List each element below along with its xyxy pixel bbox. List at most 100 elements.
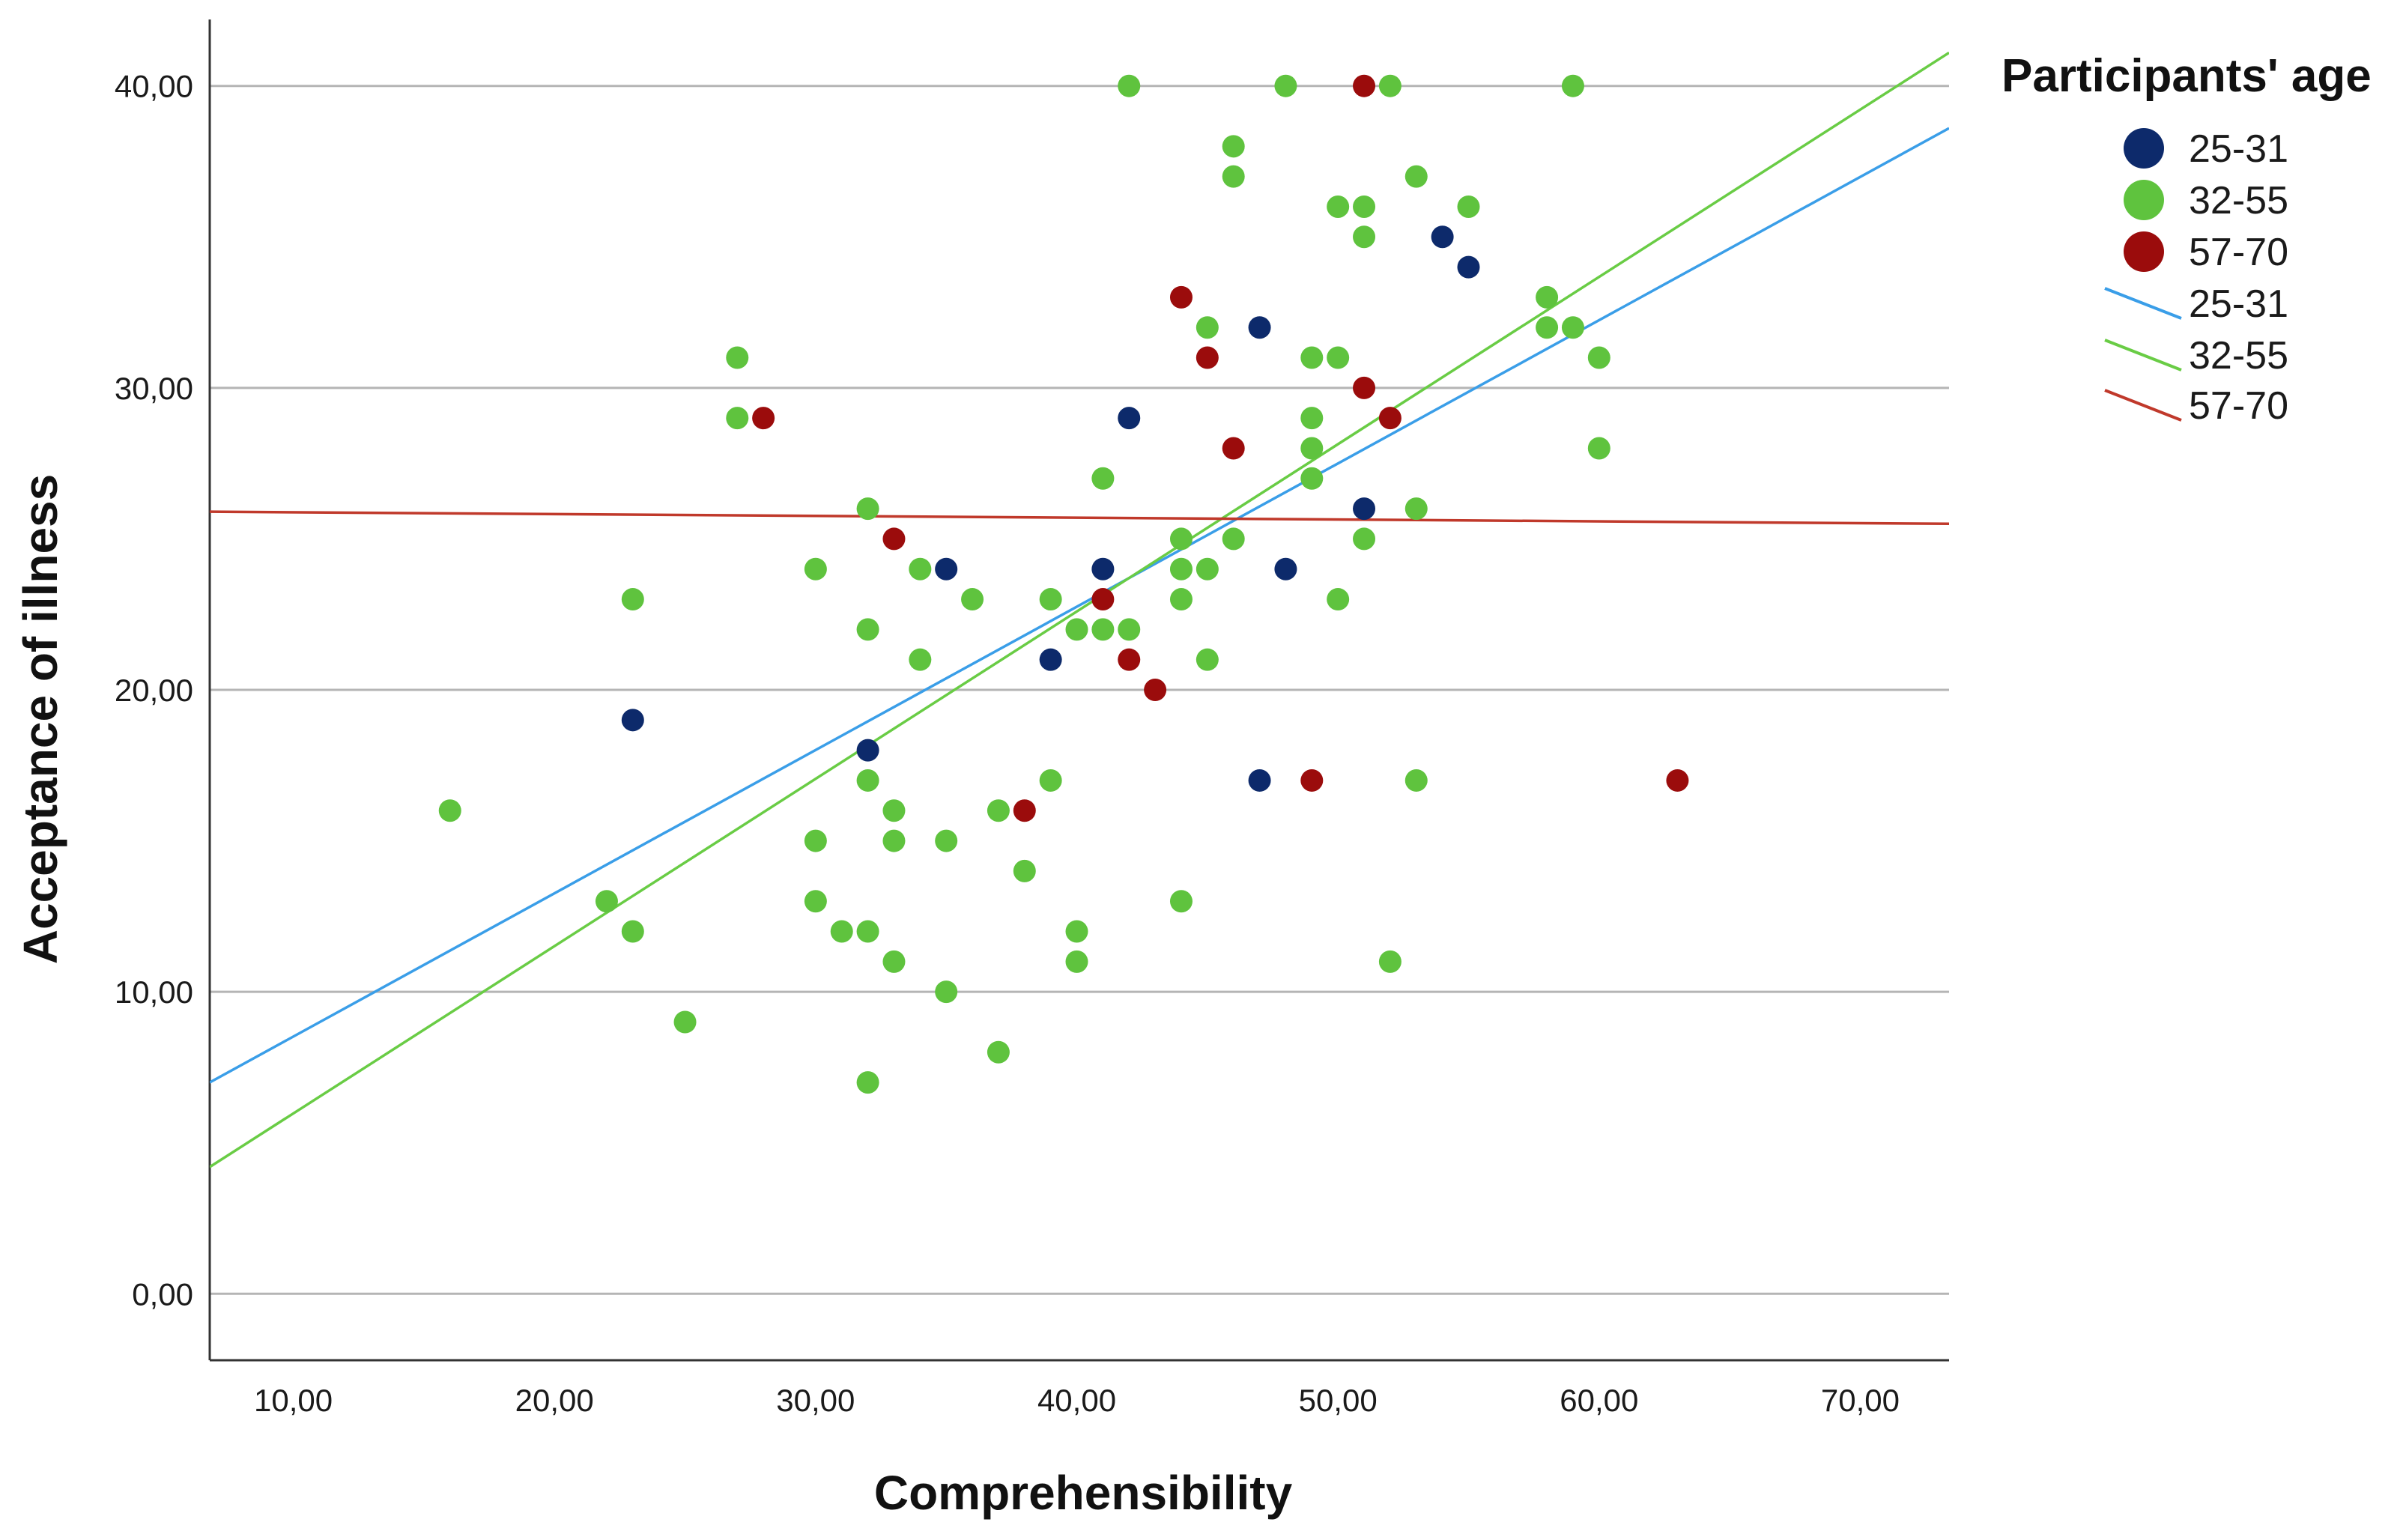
data-point-32-55 (1065, 920, 1088, 943)
data-point-32-55 (1353, 195, 1376, 218)
data-point-32-55 (1561, 316, 1584, 339)
data-point-32-55 (1091, 618, 1115, 641)
data-point-32-55 (804, 829, 827, 852)
data-point-32-55 (1065, 618, 1088, 641)
data-point-25-31 (1091, 557, 1115, 580)
data-point-32-55 (909, 557, 932, 580)
x-axis-title: Comprehensibility (874, 1466, 1293, 1520)
data-point-32-55 (726, 346, 749, 369)
data-point-32-55 (1561, 74, 1584, 97)
legend-label-marker-25-31: 25-31 (2189, 127, 2288, 171)
data-point-32-55 (830, 920, 853, 943)
legend-line-25-31 (2104, 287, 2182, 320)
data-point-57-70 (1222, 437, 1245, 460)
data-point-32-55 (987, 1040, 1010, 1064)
data-point-32-55 (1300, 437, 1324, 460)
data-point-25-31 (1248, 316, 1271, 339)
data-point-32-55 (1327, 195, 1350, 218)
x-tick-label: 40,00 (1037, 1383, 1116, 1418)
data-point-32-55 (1169, 588, 1193, 611)
data-point-32-55 (882, 799, 906, 822)
data-point-25-31 (621, 709, 644, 732)
data-point-32-55 (1404, 497, 1428, 521)
data-point-25-31 (1431, 225, 1454, 249)
x-tick-label: 30,00 (776, 1383, 855, 1418)
x-tick-label: 70,00 (1821, 1383, 1900, 1418)
data-point-32-55 (1378, 74, 1402, 97)
legend-line-32-55 (2104, 339, 2182, 372)
legend-label-line-32-55: 32-55 (2189, 334, 2288, 378)
data-point-32-55 (1222, 527, 1245, 551)
data-point-32-55 (1169, 527, 1193, 551)
data-point-25-31 (1118, 407, 1141, 430)
data-point-32-55 (621, 920, 644, 943)
data-point-32-55 (856, 920, 879, 943)
data-point-32-55 (595, 890, 618, 913)
legend-label-marker-32-55: 32-55 (2189, 179, 2288, 222)
legend-label-line-25-31: 25-31 (2189, 282, 2288, 326)
data-point-32-55 (882, 950, 906, 973)
data-points (438, 74, 1689, 1094)
data-point-57-70 (752, 407, 775, 430)
y-axis-title: Acceptance of illness (13, 474, 67, 964)
data-point-32-55 (1300, 467, 1324, 490)
data-point-25-31 (1353, 497, 1376, 521)
data-point-32-55 (438, 799, 461, 822)
x-tick-label: 20,00 (515, 1383, 594, 1418)
data-point-32-55 (1536, 285, 1559, 309)
data-point-57-70 (1013, 799, 1036, 822)
legend-marker-25-31 (2124, 128, 2164, 169)
data-point-32-55 (856, 497, 879, 521)
data-point-57-70 (1300, 769, 1324, 792)
legend-label-line-57-70: 57-70 (2189, 384, 2288, 428)
data-point-57-70 (1353, 74, 1376, 97)
data-point-32-55 (856, 1071, 879, 1094)
data-point-32-55 (1091, 467, 1115, 490)
fit-line-32-55 (210, 51, 1949, 1168)
data-point-57-70 (1144, 679, 1167, 701)
data-point-25-31 (1039, 648, 1062, 671)
y-tick-label: 20,00 (115, 673, 193, 708)
data-point-32-55 (1327, 346, 1350, 369)
data-point-32-55 (1222, 165, 1245, 188)
data-point-32-55 (1457, 195, 1480, 218)
data-point-32-55 (1169, 557, 1193, 580)
x-tick-label: 60,00 (1560, 1383, 1638, 1418)
data-point-32-55 (1222, 135, 1245, 158)
data-point-32-55 (1065, 950, 1088, 973)
data-point-32-55 (935, 829, 958, 852)
data-point-32-55 (1196, 557, 1219, 580)
data-point-32-55 (1169, 890, 1193, 913)
data-point-32-55 (935, 980, 958, 1004)
data-point-32-55 (1536, 316, 1559, 339)
data-point-32-55 (1378, 950, 1402, 973)
data-point-32-55 (882, 829, 906, 852)
data-point-32-55 (1327, 588, 1350, 611)
data-point-32-55 (987, 799, 1010, 822)
data-point-25-31 (1274, 557, 1297, 580)
data-point-32-55 (856, 769, 879, 792)
data-point-32-55 (1404, 769, 1428, 792)
data-point-32-55 (1039, 769, 1062, 792)
data-point-32-55 (909, 648, 932, 671)
y-tick-label: 10,00 (115, 974, 193, 1010)
data-point-32-55 (726, 407, 749, 430)
data-point-25-31 (1457, 255, 1480, 279)
data-point-32-55 (1274, 74, 1297, 97)
data-point-32-55 (1587, 437, 1610, 460)
fit-lines (210, 51, 1949, 1168)
x-tick-label: 50,00 (1299, 1383, 1378, 1418)
fit-line-25-31 (210, 127, 1949, 1084)
data-point-25-31 (935, 557, 958, 580)
data-point-57-70 (1196, 346, 1219, 369)
y-tick-label: 0,00 (132, 1276, 193, 1312)
data-point-32-55 (1013, 859, 1036, 882)
data-point-57-70 (882, 527, 906, 551)
fit-line-57-70 (210, 510, 1949, 526)
data-point-57-70 (1169, 285, 1193, 309)
data-point-32-55 (1118, 618, 1141, 641)
x-tick-label: 10,00 (254, 1383, 333, 1418)
data-point-32-55 (1353, 527, 1376, 551)
data-point-32-55 (1353, 225, 1376, 249)
